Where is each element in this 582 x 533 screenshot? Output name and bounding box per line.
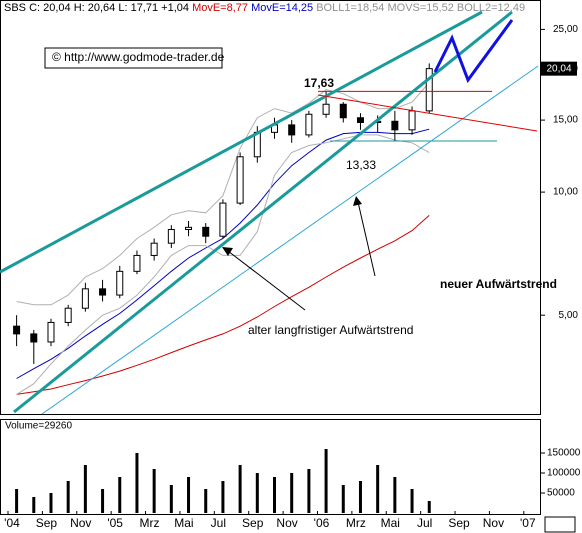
x-tick-label: Nov	[276, 516, 297, 530]
x-tick-label: Sep	[448, 516, 470, 530]
projection	[433, 19, 514, 84]
header-item: SBS C: 20,04 H: 20,64 L: 17,71 +1,04	[4, 2, 189, 14]
y-tick-label: 5,00	[559, 310, 579, 321]
y-tick-label: 100000	[547, 468, 581, 479]
candle-body	[185, 226, 193, 231]
volume-bar	[32, 497, 36, 513]
candle-body	[167, 229, 175, 244]
y-tick-label: 25,00	[553, 24, 578, 35]
trend-line	[317, 94, 538, 132]
last-price-label: 20,04	[546, 63, 571, 74]
candle-body	[219, 202, 227, 237]
indicator-line	[16, 215, 430, 395]
volume-bar	[187, 477, 191, 513]
candle-body	[116, 270, 124, 296]
icon	[544, 516, 576, 533]
candle-body	[339, 103, 347, 119]
arrow	[227, 250, 306, 311]
trend-line	[0, 10, 483, 274]
x-tick-label: '05	[107, 516, 123, 530]
candle-body	[81, 288, 89, 309]
volume-bar	[324, 449, 328, 513]
volume-panel	[0, 419, 541, 515]
x-tick-label: Nov	[483, 516, 504, 530]
candle-body	[202, 226, 210, 237]
candle-body	[425, 68, 433, 112]
x-tick-label: Mrz	[140, 516, 160, 530]
x-tick-label: Nov	[70, 516, 91, 530]
candle-body	[356, 117, 364, 123]
y-tick-label: 50000	[547, 488, 575, 499]
volume-bar	[204, 489, 208, 513]
candle-body	[391, 120, 399, 131]
arrow-head	[353, 196, 362, 206]
price-panel	[0, 0, 541, 415]
candle-body	[288, 124, 296, 136]
arrow	[357, 201, 376, 277]
volume-bar	[393, 477, 397, 513]
copyright-box	[44, 47, 223, 69]
candle-body	[408, 110, 416, 131]
arrow-head	[222, 247, 233, 256]
volume-bar	[101, 489, 105, 513]
header-item: MovE=8,77	[192, 2, 248, 14]
volume-bar	[66, 481, 70, 513]
candle-body	[150, 242, 158, 256]
x-tick-label: '04	[4, 516, 20, 530]
volume-bar	[49, 493, 53, 513]
y-tick-label: 15,00	[553, 115, 578, 126]
x-tick-label: '07	[520, 516, 536, 530]
volume-bar	[410, 489, 414, 513]
volume-bar	[83, 465, 87, 513]
volume-bar	[341, 485, 345, 513]
header: SBS C: 20,04 H: 20,64 L: 17,71 +1,04 Mov…	[4, 2, 525, 14]
x-tick-label: '06	[314, 516, 330, 530]
candle-body	[99, 288, 107, 296]
y-tick-label: 150000	[547, 448, 581, 459]
x-tick-label: Mrz	[346, 516, 366, 530]
x-tick-label: Mai	[174, 516, 193, 530]
volume-bar	[238, 465, 242, 513]
candle-body	[13, 325, 21, 335]
copyright: © http://www.godmode-trader.de	[52, 50, 225, 64]
candle-body	[47, 321, 55, 343]
volume-bar	[427, 501, 431, 513]
volume-bar	[15, 489, 19, 513]
last-price-box	[541, 61, 577, 76]
volume-bar	[376, 465, 380, 513]
y-tick-label: 10,00	[553, 187, 578, 198]
volume-bar	[358, 481, 362, 513]
trend-line	[41, 65, 539, 415]
x-tick-label: Sep	[36, 516, 58, 530]
candle-body	[305, 113, 313, 136]
x-tick-label: Sep	[242, 516, 264, 530]
level-label: 17,63	[304, 76, 334, 90]
volume-bar	[273, 477, 277, 513]
volume-bar	[290, 473, 294, 513]
x-tick-label: Jul	[211, 516, 226, 530]
volume-bar	[307, 469, 311, 513]
trend-line	[13, 10, 513, 414]
volume-bar	[118, 477, 122, 513]
candle-body	[133, 254, 141, 272]
header-item: BOLL1=18,54 MOVS=15,52 BOLL2=12,49	[316, 2, 525, 14]
x-tick-label: Jul	[417, 516, 432, 530]
volume-bar	[221, 481, 225, 513]
candle-body	[30, 333, 38, 343]
volume-bar	[255, 473, 259, 513]
volume-title: Volume=29260	[5, 421, 72, 432]
level-label: 13,33	[346, 158, 376, 172]
candle-body	[64, 307, 72, 323]
annotation: neuer Aufwärtstrend	[440, 277, 557, 291]
x-tick-label: Mai	[381, 516, 400, 530]
header-item: MovE=14,25	[251, 2, 313, 14]
candle-body	[236, 156, 244, 204]
candle-body	[322, 103, 330, 115]
volume-bar	[152, 469, 156, 513]
volume-bar	[135, 453, 139, 513]
annotation: alter langfristiger Aufwärtstrend	[248, 323, 413, 337]
volume-bar	[169, 485, 173, 513]
